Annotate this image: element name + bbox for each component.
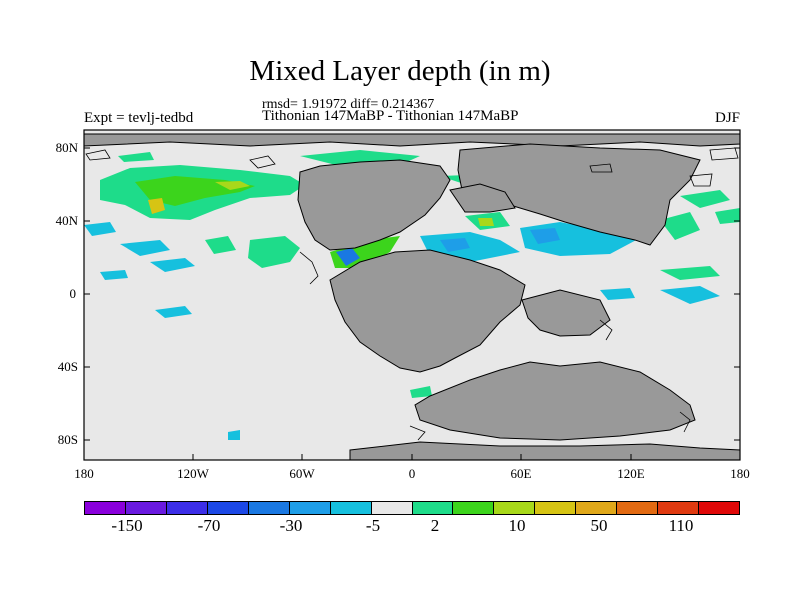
patch-north-pacific-higher [148, 198, 165, 214]
colorbar-box-2 [166, 502, 208, 514]
colorbar-box-0 [85, 502, 126, 514]
lon-label-120e: 120E [617, 466, 645, 481]
patch-neg-pacific-3 [150, 258, 195, 272]
lat-label-40n: 40N [55, 213, 78, 228]
lon-label-180e: 180 [730, 466, 750, 481]
contour-2 [249, 155, 276, 169]
colorbar-label-10: 10 [508, 516, 526, 535]
colorbar-label-neg150: -150 [111, 516, 143, 535]
colorbar [84, 501, 740, 515]
colorbar-label-neg30: -30 [279, 516, 303, 535]
patch-pacific-mid [205, 236, 236, 254]
contour-4 [589, 163, 613, 173]
patch-neg-pacific-1 [84, 222, 116, 236]
patch-tethys-east-core [530, 228, 560, 244]
patch-tethys-neg-core [440, 238, 470, 252]
patch-neg-pacific-2 [120, 240, 170, 256]
colorbar-box-6 [330, 502, 372, 514]
contour-lines [85, 147, 739, 441]
patch-north-pacific-high [215, 181, 250, 190]
patch-neg-pacific-4 [155, 306, 192, 318]
patch-neg-east-2 [600, 288, 635, 300]
colorbar-box-9 [453, 502, 495, 514]
colorbar-box-12 [576, 502, 618, 514]
colorbar-box-11 [535, 502, 577, 514]
stats-text: rmsd= 1.91972 diff= 0.214367 [262, 97, 435, 112]
patch-pos-east-1 [660, 212, 700, 240]
contour-8 [679, 411, 691, 433]
lat-label-80s: 80S [57, 432, 78, 447]
patch-neg-east-1 [660, 286, 720, 304]
patch-neg-east-3 [228, 430, 240, 440]
colorbar-label-neg70: -70 [197, 516, 221, 535]
land-antarctica [414, 361, 696, 441]
experiment-label: Expt = tevlj-tedbd [84, 110, 194, 126]
tick-marks [83, 147, 741, 460]
season-label: DJF [714, 110, 740, 126]
contour-9 [409, 425, 426, 441]
contour-3 [709, 147, 739, 161]
period-text: Tithonian 147MaBP - Tithonian 147MaBP [262, 108, 519, 124]
colorbar-label-50: 50 [590, 516, 608, 535]
lat-label-40s: 40S [57, 359, 78, 374]
lon-label-120w: 120W [177, 466, 209, 481]
colorbar-box-15 [699, 502, 739, 514]
land-masses [83, 133, 741, 461]
colorbar-label-neg5: -5 [365, 516, 381, 535]
patch-pos-east-4 [715, 208, 740, 224]
lon-label-60w: 60W [289, 466, 315, 481]
patch-pos-pacific [118, 152, 154, 162]
land-gondwana-west [329, 249, 526, 373]
lat-label-80n: 80N [55, 140, 78, 155]
patch-pos-south [410, 386, 432, 398]
patch-pacific-east [248, 236, 300, 268]
colorbar-box-5 [289, 502, 331, 514]
colorbar-box-14 [658, 502, 700, 514]
contour-7 [599, 319, 613, 341]
colorbar-box-7 [371, 502, 413, 514]
patch-pos-east-3 [660, 266, 720, 280]
lon-label-180w: 180 [74, 466, 94, 481]
patch-tethys-blue [336, 248, 360, 266]
colorbar-label-2: 2 [430, 516, 440, 535]
contour-1 [85, 149, 111, 161]
colorbar-box-8 [412, 502, 454, 514]
colorbar-label-110: 110 [668, 516, 694, 535]
contour-5 [689, 173, 713, 187]
colorbar-box-10 [494, 502, 536, 514]
lon-label-60e: 60E [510, 466, 532, 481]
colorbar-box-3 [207, 502, 249, 514]
land-north-america [297, 159, 451, 251]
land-india [521, 289, 611, 337]
patch-neg-pacific-5 [100, 270, 128, 280]
colorbar-box-1 [125, 502, 167, 514]
patch-pos-east-2 [680, 190, 730, 208]
patch-tethys-yellow [478, 218, 494, 226]
land-europe [449, 183, 516, 213]
map-title: Mixed Layer depth (in m) [249, 55, 551, 87]
colorbar-box-4 [248, 502, 290, 514]
colorbar-box-13 [617, 502, 659, 514]
lat-label-0: 0 [69, 286, 77, 301]
lon-label-0: 0 [408, 466, 416, 481]
contour-6 [299, 251, 319, 285]
